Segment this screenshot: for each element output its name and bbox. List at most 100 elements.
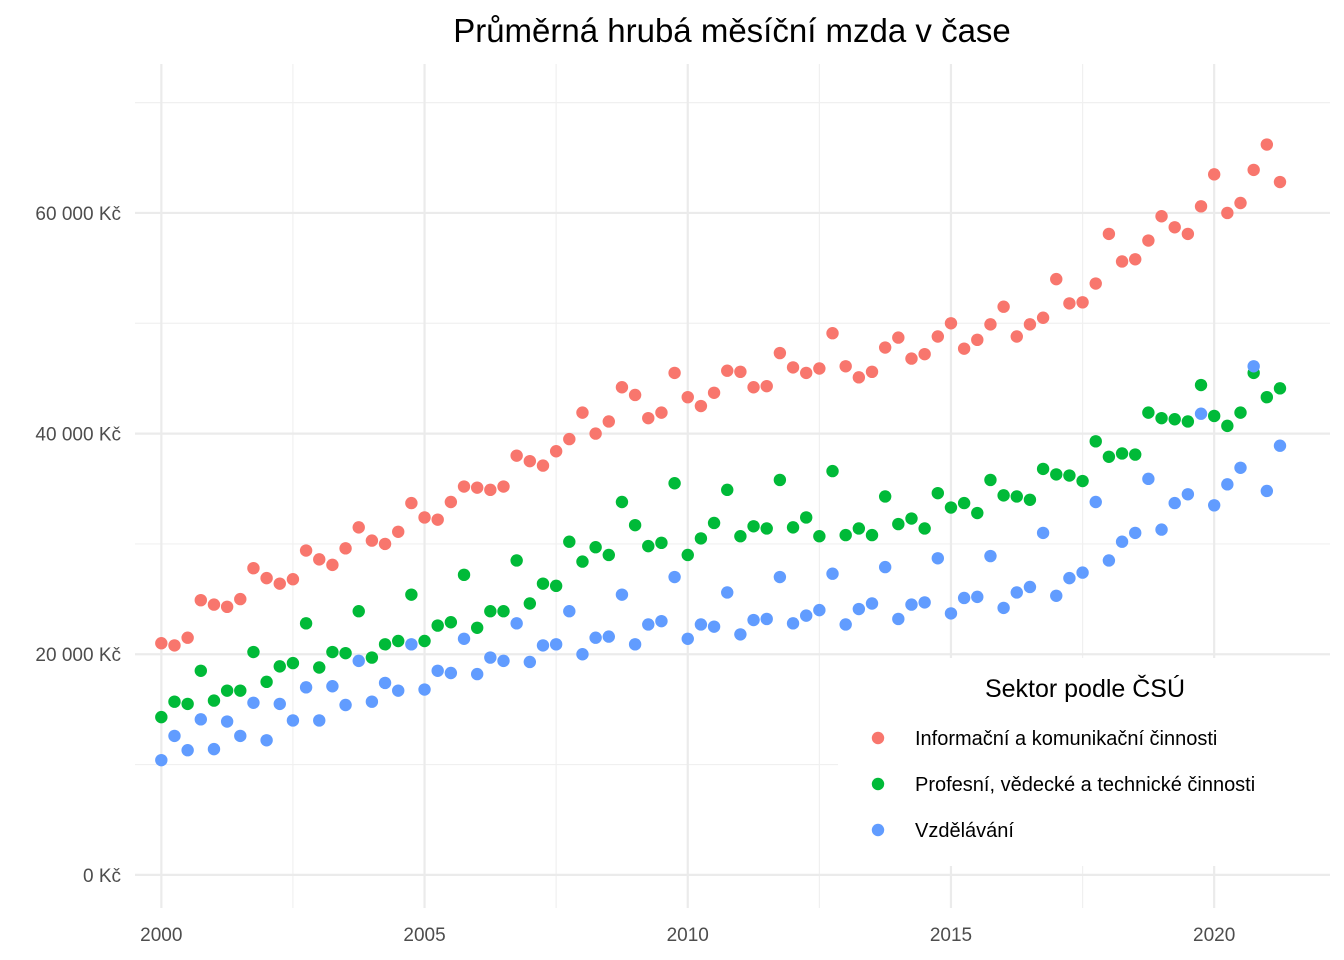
data-point-series-3: [694, 618, 708, 631]
data-point-series-1: [549, 445, 563, 458]
data-point-series-1: [1036, 311, 1050, 324]
data-point-series-2: [234, 684, 247, 697]
data-point-series-2: [984, 473, 997, 487]
data-point-series-2: [852, 522, 866, 535]
data-point-series-3: [892, 612, 905, 626]
data-point-series-2: [786, 521, 800, 534]
data-point-series-1: [234, 592, 247, 606]
data-point-series-3: [957, 591, 971, 605]
data-point-series-2: [721, 483, 734, 497]
data-point-series-2: [760, 522, 773, 535]
data-point-series-3: [931, 552, 945, 565]
data-point-series-1: [299, 544, 313, 557]
data-point-series-3: [773, 570, 787, 584]
data-point-series-3: [944, 607, 958, 620]
data-point-series-1: [313, 553, 326, 566]
data-point-series-3: [576, 648, 589, 661]
data-point-series-1: [1115, 255, 1129, 268]
data-point-series-1: [642, 411, 655, 425]
data-point-series-2: [905, 512, 918, 525]
x-axis-tick-labels: 2000 2005 2010 2015 2020: [140, 925, 1235, 946]
data-point-series-3: [865, 597, 879, 610]
data-point-series-3: [852, 602, 866, 616]
data-point-series-2: [1102, 450, 1116, 463]
data-point-series-3: [1194, 407, 1208, 420]
data-point-series-3: [536, 639, 550, 652]
data-point-series-2: [800, 511, 813, 524]
data-point-series-2: [510, 554, 523, 567]
data-point-series-2: [457, 568, 471, 582]
data-point-series-2: [181, 697, 194, 711]
data-point-series-1: [220, 600, 234, 614]
data-point-series-1: [694, 399, 708, 413]
data-point-series-3: [405, 638, 418, 651]
data-point-series-1: [1089, 277, 1102, 290]
data-point-series-2: [839, 528, 852, 542]
data-point-series-1: [971, 333, 984, 347]
data-point-series-1: [1050, 272, 1063, 286]
data-point-series-1: [563, 432, 576, 446]
data-point-series-3: [378, 676, 392, 690]
data-point-series-1: [1063, 297, 1076, 310]
data-point-series-1: [576, 406, 589, 419]
data-point-series-3: [971, 590, 984, 604]
data-point-series-1: [339, 542, 352, 555]
data-point-series-1: [523, 454, 537, 468]
data-point-series-2: [694, 532, 708, 545]
x-tick-label: 2015: [930, 925, 972, 946]
legend-title: Sektor podle ČSÚ: [985, 674, 1185, 703]
data-point-series-2: [1260, 390, 1274, 404]
data-point-series-1: [931, 330, 945, 343]
data-point-series-3: [707, 620, 721, 633]
data-point-series-3: [1050, 589, 1063, 602]
data-point-series-2: [602, 548, 615, 562]
data-point-series-1: [707, 386, 721, 399]
data-point-series-3: [273, 697, 286, 711]
data-point-series-3: [234, 729, 247, 743]
data-point-series-3: [813, 603, 826, 617]
data-point-series-3: [589, 631, 602, 644]
data-point-series-3: [1168, 496, 1181, 510]
data-point-series-1: [984, 318, 997, 331]
data-point-series-2: [378, 638, 392, 651]
data-point-series-3: [1102, 554, 1116, 567]
data-point-series-3: [668, 570, 681, 584]
data-point-series-3: [457, 632, 471, 646]
data-point-series-2: [707, 516, 721, 530]
data-point-series-2: [1036, 462, 1050, 476]
data-point-series-1: [352, 521, 365, 534]
data-point-series-3: [326, 680, 339, 693]
data-point-series-1: [444, 495, 458, 509]
data-point-series-3: [1234, 461, 1247, 474]
legend-items: Informační a komunikační činnosti Profesn…: [871, 728, 1255, 842]
data-point-series-3: [313, 714, 326, 727]
data-point-series-3: [826, 567, 839, 580]
data-point-series-1: [1142, 234, 1155, 247]
data-point-series-2: [628, 518, 642, 532]
data-point-series-1: [484, 483, 497, 497]
legend-label-series-2: Profesní, vědecké a technické činnosti: [915, 774, 1255, 796]
data-point-series-1: [365, 534, 379, 547]
data-point-series-1: [628, 388, 642, 402]
data-point-series-2: [813, 529, 826, 543]
data-point-series-1: [405, 496, 418, 510]
data-point-series-1: [273, 577, 286, 590]
data-point-series-1: [326, 558, 339, 572]
data-point-series-2: [207, 694, 221, 707]
data-point-series-3: [1115, 535, 1129, 548]
data-point-series-2: [286, 656, 300, 670]
data-point-series-2: [865, 528, 879, 542]
data-point-series-1: [536, 459, 550, 472]
data-point-series-1: [378, 537, 392, 551]
data-point-series-3: [602, 630, 615, 643]
data-point-series-3: [918, 596, 931, 609]
legend-key-series-1: [871, 731, 885, 745]
data-point-series-2: [431, 619, 444, 632]
data-point-series-3: [1089, 495, 1102, 509]
data-point-series-1: [1273, 175, 1287, 189]
data-point-series-1: [470, 481, 484, 494]
data-point-series-1: [602, 415, 615, 428]
data-point-series-2: [1089, 435, 1102, 448]
y-tick-label: 60 000 Kč: [35, 204, 121, 225]
data-point-series-2: [773, 473, 787, 487]
